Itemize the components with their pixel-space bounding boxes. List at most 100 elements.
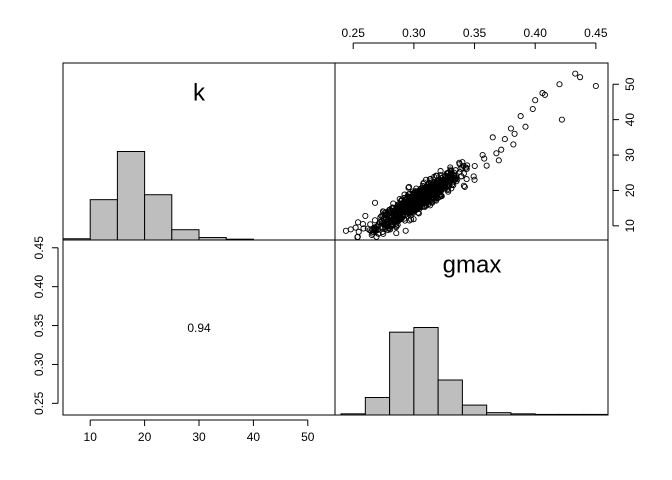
scatter-point — [428, 189, 435, 196]
right-axis-tick-label: 40 — [623, 113, 637, 127]
panel-border — [334, 239, 609, 416]
scatter-point — [454, 176, 461, 183]
scatter-point — [498, 146, 505, 153]
scatter-point — [406, 217, 413, 224]
scatter-point — [408, 203, 415, 210]
scatter-point — [388, 219, 395, 226]
bottom-axis-tick-label: 40 — [247, 430, 261, 444]
histogram-bar — [461, 404, 488, 416]
scatter-point — [435, 189, 442, 196]
scatter-point — [423, 183, 430, 190]
scatter-point — [471, 176, 478, 183]
scatter-point — [404, 203, 411, 211]
scatter-point — [388, 205, 395, 212]
scatter-point — [375, 230, 382, 237]
scatter-point — [572, 70, 579, 77]
axes: 0.25 0.30 0.35 0.40 0.45 10 20 30 40 50 10 20 30 40 50… — [32, 26, 637, 444]
diagonal-variable-label: k — [193, 79, 206, 106]
histogram-bar — [144, 194, 173, 241]
scatter-point — [352, 224, 359, 231]
scatter-point — [507, 125, 514, 132]
scatter-point — [393, 210, 400, 217]
scatter-point — [501, 136, 508, 143]
right-axis-tick-label: 50 — [623, 77, 637, 91]
scatter-point — [481, 155, 488, 162]
scatter-point — [441, 179, 448, 186]
scatter-point — [393, 230, 400, 237]
scatter-point — [362, 212, 369, 219]
scatter-point — [489, 134, 496, 141]
scatter-point — [437, 167, 444, 175]
left-axis-tick-label: 0.45 — [32, 236, 46, 260]
top-axis-tick-label: 0.40 — [524, 26, 548, 40]
scatter-point — [471, 162, 478, 170]
scatter-point — [408, 216, 415, 223]
scatter-point — [541, 91, 548, 98]
scatter-point — [460, 162, 467, 169]
scatter-point — [511, 130, 518, 137]
histogram-bar — [437, 379, 463, 416]
scatter-point — [495, 157, 502, 164]
histogram-bar — [171, 229, 200, 241]
scatter-point — [420, 192, 427, 199]
scatter-point — [461, 183, 468, 190]
left-axis-tick-label: 0.30 — [32, 352, 46, 376]
top-axis-tick-label: 0.25 — [342, 26, 366, 40]
correlation-panel: 0.94 — [187, 321, 211, 335]
bottom-axis-tick-label: 50 — [301, 430, 315, 444]
scatter-point — [401, 215, 408, 222]
left-axis-tick-label: 0.35 — [32, 314, 46, 338]
scatter-point — [371, 199, 379, 206]
diagonal-variable-label: gmax — [443, 251, 502, 278]
right-axis-tick-label: 20 — [623, 183, 637, 197]
scatter-point — [558, 116, 565, 123]
scatter-point — [400, 199, 407, 206]
scatter-point — [415, 196, 423, 203]
scatter-point — [532, 97, 539, 104]
gmax-histogram-panel: gmax — [335, 251, 609, 416]
scatter-point — [380, 208, 387, 215]
scatter-point — [367, 221, 374, 228]
scatter-point — [450, 174, 457, 181]
scatter-point — [374, 227, 381, 234]
scatter-point — [483, 162, 490, 169]
scatter-point — [408, 199, 415, 206]
scatter-point — [371, 217, 378, 224]
scatter-point — [431, 185, 438, 192]
scatter-point — [556, 81, 563, 88]
scatter-point — [436, 193, 443, 200]
scatter-point — [592, 82, 599, 90]
scatter-point — [522, 123, 529, 130]
scatter-point — [410, 190, 417, 197]
scatter-point — [493, 150, 500, 157]
scatter-point — [384, 226, 391, 234]
scatter-point — [374, 223, 381, 230]
right-axis-tick-label: 10 — [623, 219, 637, 233]
scatter-point — [429, 196, 436, 203]
top-axis-tick-label: 0.45 — [584, 26, 608, 40]
gmax-vs-k-scatter-panel — [342, 70, 599, 241]
scatter-point — [386, 206, 394, 213]
histogram-bar — [89, 199, 118, 241]
scatter-point — [397, 198, 404, 205]
scatter-point — [364, 225, 371, 232]
scatter-point — [441, 175, 448, 182]
scatter-point — [429, 180, 436, 187]
left-axis-tick-label: 0.40 — [32, 275, 46, 299]
scatter-point — [397, 204, 404, 212]
scatter-point — [459, 159, 466, 166]
scatter-point — [389, 213, 396, 220]
left-axis-tick-label: 0.25 — [32, 391, 46, 415]
scatter-point — [452, 167, 459, 174]
scatter-point — [444, 186, 451, 193]
right-axis-tick-label: 30 — [623, 148, 637, 162]
histogram-bar — [413, 327, 439, 416]
scatter-point — [342, 227, 349, 234]
bottom-axis-tick-label: 20 — [138, 430, 152, 444]
histogram-bar — [389, 331, 415, 416]
scatter-point — [416, 188, 423, 195]
scatter-point — [412, 207, 419, 214]
scatter-point — [422, 176, 430, 183]
scatter-point — [411, 193, 418, 200]
scatter-point — [393, 214, 400, 221]
